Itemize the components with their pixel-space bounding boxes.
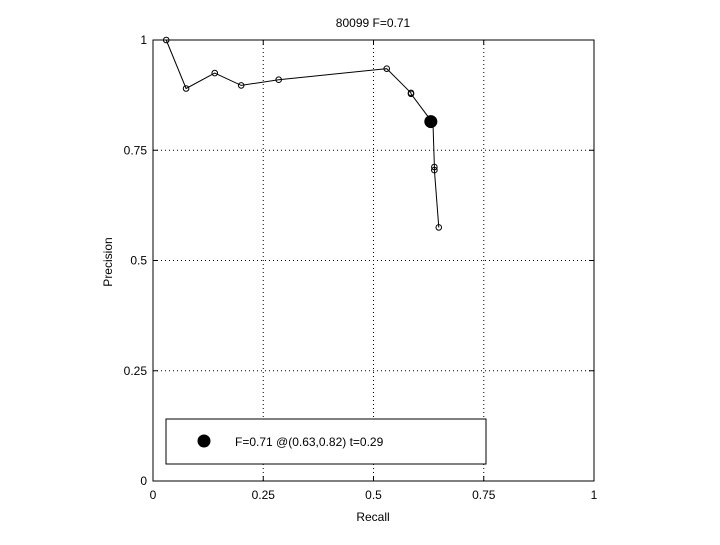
- legend-marker: [197, 434, 211, 448]
- series-layer: [162, 36, 443, 231]
- pr-data-point: [431, 166, 438, 174]
- best-f-point: [424, 115, 438, 129]
- y-tick-label: 0.25: [124, 364, 148, 378]
- legend-label: F=0.71 @(0.63,0.82) t=0.29: [235, 435, 384, 449]
- x-tick-label: 0.5: [365, 488, 382, 502]
- pr-data-point: [275, 76, 282, 83]
- pr-data-point: [435, 224, 443, 231]
- y-tick-label: 0.5: [130, 254, 147, 268]
- legend-box: [165, 418, 487, 465]
- grid-lines: [153, 40, 594, 481]
- pr-data-point: [211, 69, 219, 77]
- pr-data-point: [162, 36, 170, 44]
- pr-data-point: [237, 82, 245, 89]
- x-tick-label: 0.25: [252, 488, 276, 502]
- y-tick-label: 0: [140, 474, 147, 488]
- legend: F=0.71 @(0.63,0.82) t=0.29: [165, 418, 487, 465]
- pr-data-point: [431, 163, 438, 171]
- chart-title: 80099 F=0.71: [336, 16, 411, 30]
- x-tick-label: 0.75: [472, 488, 496, 502]
- x-tick-label: 0: [150, 488, 157, 502]
- y-tick-label: 0.75: [124, 143, 148, 157]
- x-axis-label: Recall: [356, 510, 389, 524]
- y-axis-label: Precision: [101, 237, 115, 286]
- y-tick-label: 1: [140, 33, 147, 47]
- pr-data-point: [182, 85, 190, 92]
- pr-data-point: [383, 65, 391, 72]
- axis-ticks: 0 0.25 0.5 0.75 1 0 0.25 0.5 0.75 1: [124, 33, 598, 502]
- x-tick-label: 1: [591, 488, 598, 502]
- pr-data-point: [407, 90, 415, 98]
